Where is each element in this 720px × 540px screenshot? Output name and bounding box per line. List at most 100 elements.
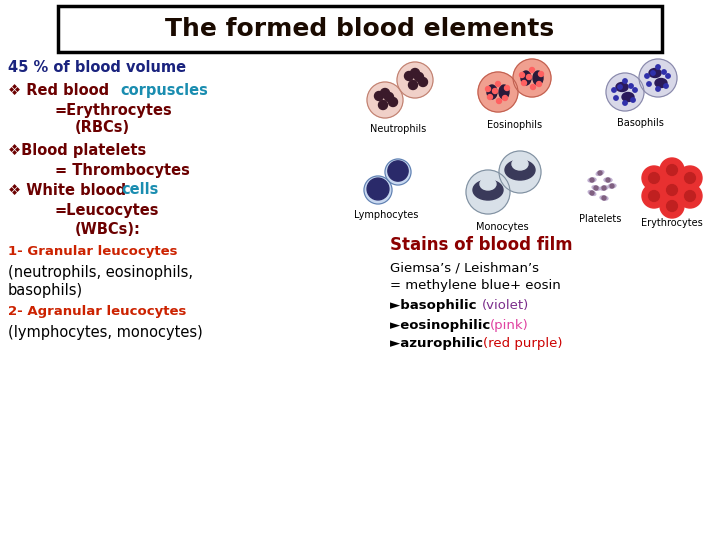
Circle shape	[623, 79, 627, 83]
Circle shape	[662, 70, 666, 74]
Text: = methylene blue+ eosin: = methylene blue+ eosin	[390, 280, 561, 293]
Text: corpuscles: corpuscles	[120, 83, 208, 98]
Ellipse shape	[649, 69, 661, 78]
Circle shape	[379, 100, 387, 110]
Circle shape	[649, 173, 660, 184]
Ellipse shape	[600, 196, 608, 200]
Text: Lymphocytes: Lymphocytes	[354, 210, 418, 220]
Text: (violet): (violet)	[482, 300, 529, 313]
Text: (lymphocytes, monocytes): (lymphocytes, monocytes)	[8, 325, 203, 340]
Circle shape	[590, 178, 594, 182]
Circle shape	[664, 84, 668, 88]
Text: Neutrophils: Neutrophils	[370, 124, 426, 134]
Ellipse shape	[512, 158, 528, 170]
Circle shape	[415, 72, 423, 82]
Circle shape	[602, 186, 606, 190]
Circle shape	[367, 82, 403, 118]
Ellipse shape	[608, 184, 616, 188]
Circle shape	[487, 94, 492, 99]
Text: basophils): basophils)	[8, 282, 83, 298]
Circle shape	[388, 161, 408, 181]
Circle shape	[384, 92, 394, 102]
Circle shape	[492, 89, 498, 93]
Circle shape	[612, 88, 616, 92]
Text: Stains of blood film: Stains of blood film	[390, 236, 572, 254]
Ellipse shape	[505, 160, 535, 180]
Text: ❖ Red blood: ❖ Red blood	[8, 83, 114, 98]
Text: Platelets: Platelets	[579, 214, 621, 224]
Text: The formed blood elements: The formed blood elements	[166, 17, 554, 41]
Circle shape	[656, 87, 660, 91]
Circle shape	[536, 82, 541, 86]
Circle shape	[642, 166, 666, 190]
Circle shape	[410, 69, 420, 78]
Circle shape	[645, 74, 649, 78]
Ellipse shape	[604, 178, 612, 182]
Circle shape	[364, 176, 392, 204]
Circle shape	[656, 65, 660, 69]
Text: Eosinophils: Eosinophils	[487, 120, 543, 130]
Circle shape	[685, 173, 696, 184]
Ellipse shape	[533, 71, 543, 85]
Ellipse shape	[588, 178, 596, 182]
Circle shape	[389, 98, 397, 106]
Circle shape	[651, 71, 655, 75]
Circle shape	[590, 191, 594, 195]
Ellipse shape	[588, 191, 595, 195]
Circle shape	[380, 89, 390, 98]
Circle shape	[666, 74, 670, 78]
Circle shape	[602, 196, 606, 200]
Circle shape	[678, 184, 702, 208]
Circle shape	[660, 158, 684, 182]
Circle shape	[497, 98, 502, 104]
Circle shape	[499, 151, 541, 193]
Circle shape	[610, 184, 614, 188]
Text: = Thrombocytes: = Thrombocytes	[55, 163, 190, 178]
FancyBboxPatch shape	[58, 6, 662, 52]
Text: Erythrocytes: Erythrocytes	[641, 218, 703, 228]
Circle shape	[385, 159, 411, 185]
Text: (neutrophils, eosinophils,: (neutrophils, eosinophils,	[8, 265, 193, 280]
Circle shape	[408, 80, 418, 90]
Text: =Leucocytes: =Leucocytes	[55, 202, 160, 218]
Circle shape	[647, 82, 651, 86]
Circle shape	[667, 185, 678, 195]
Text: (RBCs): (RBCs)	[75, 120, 130, 136]
Circle shape	[374, 91, 384, 100]
Text: Monocytes: Monocytes	[476, 222, 528, 232]
Circle shape	[478, 72, 518, 112]
Ellipse shape	[616, 83, 628, 91]
Circle shape	[367, 178, 389, 200]
Text: Basophils: Basophils	[616, 118, 663, 128]
Circle shape	[466, 170, 510, 214]
Circle shape	[505, 85, 510, 91]
Circle shape	[631, 98, 635, 102]
Circle shape	[526, 75, 531, 79]
Circle shape	[660, 194, 684, 218]
Text: 45 % of blood volume: 45 % of blood volume	[8, 60, 186, 76]
Text: ❖ White blood: ❖ White blood	[8, 183, 131, 198]
Text: 1- Granular leucocytes: 1- Granular leucocytes	[8, 246, 178, 259]
Ellipse shape	[487, 85, 497, 99]
Circle shape	[513, 59, 551, 97]
Circle shape	[660, 178, 684, 202]
Circle shape	[485, 86, 490, 91]
Circle shape	[685, 191, 696, 201]
Text: ►basophilic: ►basophilic	[390, 300, 481, 313]
Ellipse shape	[480, 178, 496, 190]
Circle shape	[649, 191, 660, 201]
Ellipse shape	[600, 186, 608, 190]
Circle shape	[520, 72, 524, 78]
Circle shape	[606, 178, 610, 182]
Ellipse shape	[592, 186, 600, 190]
Circle shape	[618, 85, 622, 89]
Ellipse shape	[596, 171, 604, 176]
Circle shape	[623, 101, 627, 105]
Circle shape	[642, 184, 666, 208]
Circle shape	[633, 88, 637, 92]
Circle shape	[539, 71, 544, 77]
Text: ❖Blood platelets: ❖Blood platelets	[8, 143, 146, 158]
Circle shape	[598, 171, 602, 175]
Circle shape	[495, 82, 500, 86]
Circle shape	[531, 84, 536, 90]
